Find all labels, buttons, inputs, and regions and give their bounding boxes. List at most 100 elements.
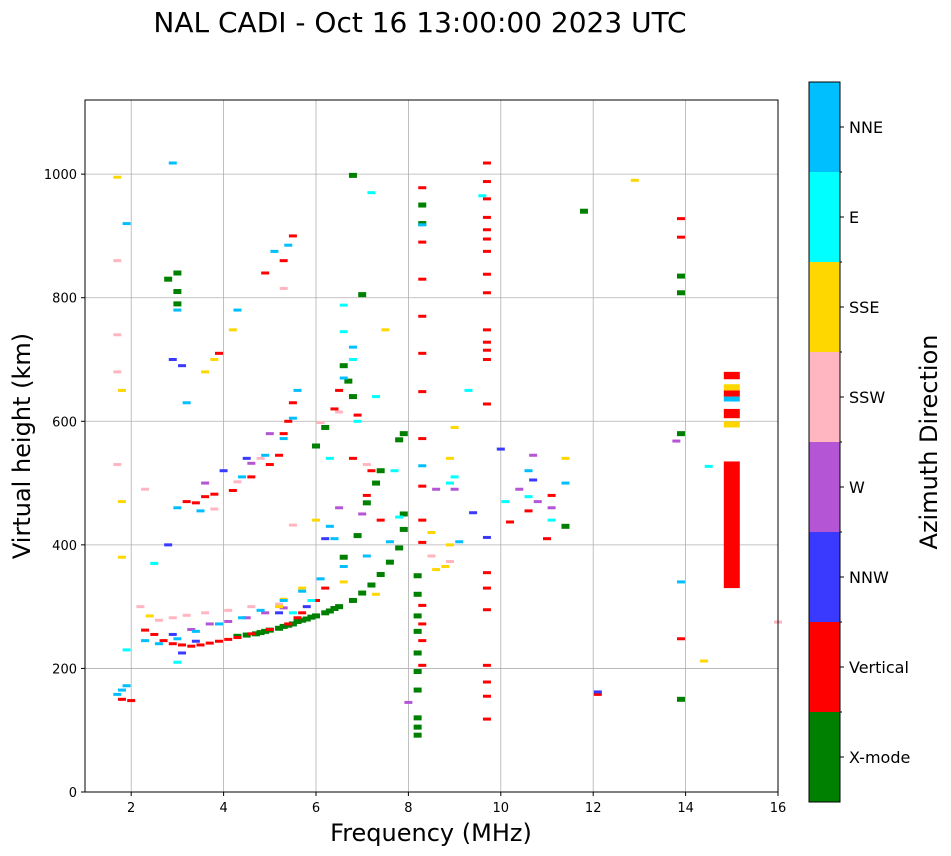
ssw-echo — [362, 463, 371, 467]
colorbar-label-item: NNE — [849, 118, 883, 137]
colorbar-label-item: E — [849, 208, 859, 227]
vertical-echo — [418, 240, 427, 244]
nnw-echo — [168, 632, 177, 636]
ssw-echo — [288, 523, 297, 527]
nne-echo — [339, 564, 348, 568]
x-mode-echo — [279, 623, 288, 629]
e-echo — [325, 456, 334, 460]
nne-echo — [418, 223, 427, 227]
colorbar-label: Azimuth Direction — [915, 335, 943, 550]
ssw-echo — [201, 611, 210, 615]
vertical-echo — [228, 488, 237, 492]
ssw-echo — [154, 618, 163, 622]
ssw-echo — [247, 605, 256, 609]
vertical-echo — [187, 644, 196, 648]
x-mode-echo — [298, 617, 307, 623]
x-mode-echo — [676, 290, 685, 296]
vertical-echo — [224, 637, 233, 641]
vertical-echo — [543, 537, 551, 541]
vertical-echo — [261, 271, 270, 275]
sse-echo — [117, 388, 126, 392]
axis-ticks: 2 4 6 8 10 12 14 16 0 200 400 600 800 1000 — [44, 168, 786, 816]
vertical-echo — [191, 501, 200, 505]
x-mode-echo — [164, 276, 173, 282]
e-echo — [524, 495, 533, 499]
vertical-echo — [482, 249, 491, 253]
e-echo — [501, 500, 510, 504]
nnw-echo — [219, 469, 228, 473]
x-mode-echo — [413, 613, 422, 619]
w-echo — [404, 700, 413, 704]
sse-echo — [210, 358, 219, 361]
vertical-echo — [321, 586, 330, 590]
x-mode-echo — [344, 378, 353, 384]
vertical-echo — [418, 437, 427, 441]
e-echo — [372, 395, 381, 399]
vertical-echo — [593, 692, 602, 696]
vertical-echo — [275, 453, 284, 457]
sse-echo — [372, 592, 381, 596]
x-mode-echo — [251, 631, 260, 637]
vertical-echo — [293, 616, 302, 620]
x-mode-echo — [676, 431, 685, 437]
vertical-echo — [547, 493, 556, 497]
vertical-echo — [117, 697, 126, 701]
echo-points — [113, 161, 782, 738]
vertical-echo — [159, 639, 168, 643]
sse-echo-block — [723, 421, 740, 428]
ssw-echo — [316, 421, 325, 425]
plot-area: 2 4 6 8 10 12 14 16 0 200 400 600 800 1000 — [44, 99, 786, 816]
e-echo — [704, 464, 713, 468]
vertical-echo — [482, 608, 491, 612]
vertical-echo — [676, 217, 685, 221]
y-tick-label: 800 — [52, 292, 77, 307]
x-mode-echo — [261, 628, 270, 634]
w-echo — [432, 487, 441, 491]
e-echo — [122, 648, 131, 652]
colorbar-swatch — [809, 262, 840, 352]
x-mode-echo — [288, 621, 297, 627]
colorbar-swatch — [809, 82, 840, 172]
vertical-echo — [482, 680, 491, 684]
chart-title: NAL CADI - Oct 16 13:00:00 2023 UTC — [153, 6, 686, 39]
plot-background — [85, 100, 778, 792]
nnw-echo — [275, 611, 284, 615]
y-tick-label: 400 — [52, 539, 77, 554]
x-mode-echo — [413, 573, 422, 579]
vertical-echo — [279, 259, 288, 263]
nne-echo — [233, 308, 242, 312]
vertical-echo — [482, 358, 491, 361]
vertical-echo — [482, 571, 491, 575]
vertical-echo — [482, 340, 491, 344]
vertical-echo-block — [723, 408, 740, 419]
nnw-echo — [242, 456, 251, 460]
w-echo — [533, 500, 542, 504]
x-mode-echo — [358, 590, 367, 596]
ssw-echo — [141, 487, 150, 491]
vertical-echo — [330, 407, 339, 411]
sse-echo — [117, 555, 126, 559]
nne-echo — [113, 692, 122, 696]
sse-echo — [381, 328, 390, 332]
x-axis-label: Frequency (MHz) — [330, 819, 532, 847]
vertical-echo — [214, 639, 223, 643]
x-mode-echo — [372, 480, 381, 486]
vertical-echo — [482, 348, 491, 352]
vertical-echo — [482, 228, 491, 232]
nne-echo — [348, 345, 357, 349]
sse-echo — [427, 531, 436, 534]
e-echo — [547, 518, 556, 522]
vertical-echo — [279, 432, 288, 436]
nne-echo — [455, 540, 464, 544]
x-mode-echo — [579, 208, 588, 214]
x-tick-label: 2 — [127, 801, 135, 816]
x-tick-label: 12 — [585, 801, 602, 816]
x-mode-echo — [413, 724, 422, 730]
x-mode-echo — [676, 696, 685, 702]
colorbar-swatch — [809, 352, 840, 442]
w-echo — [265, 432, 274, 436]
e-echo — [288, 611, 297, 615]
ssw-echo — [136, 605, 145, 609]
nne-echo — [214, 622, 223, 626]
vertical-echo — [182, 500, 191, 504]
